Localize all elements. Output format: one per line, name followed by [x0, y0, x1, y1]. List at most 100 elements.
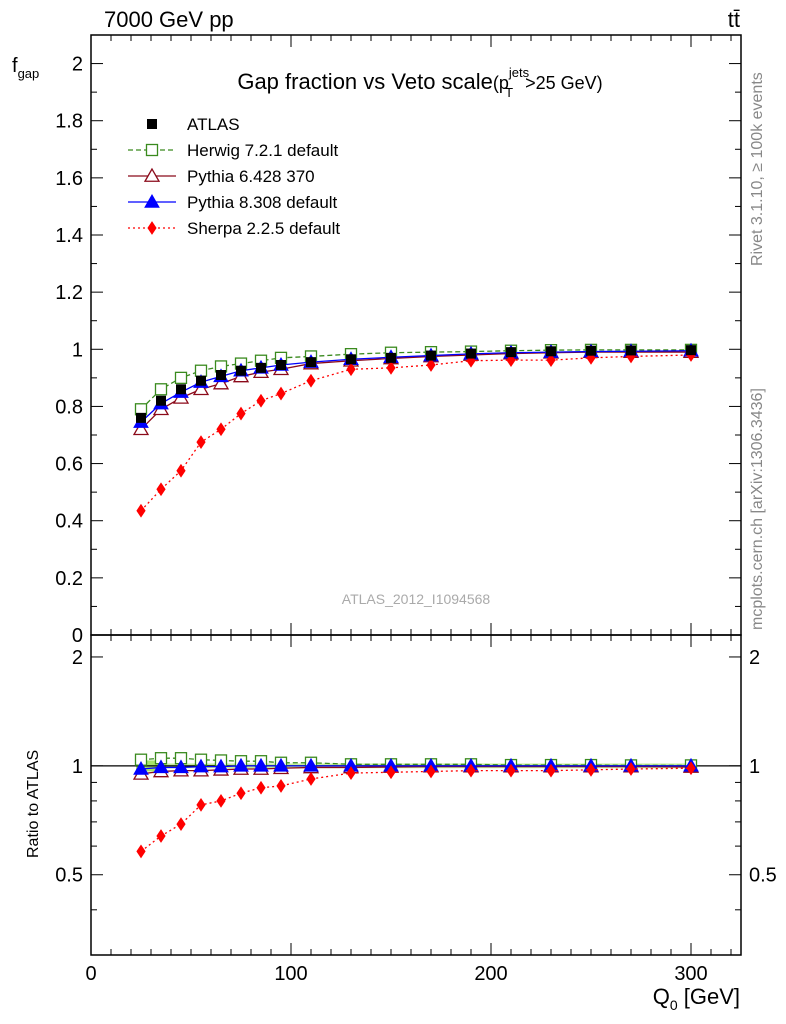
collision-label: 7000 GeV pp	[104, 7, 234, 32]
legend-marker-pythia8	[144, 193, 160, 208]
pythia8-ratio-point	[153, 759, 169, 774]
sherpa-main-point	[256, 393, 266, 408]
data-main-point	[586, 345, 596, 356]
legend-marker-herwig	[145, 143, 159, 157]
sherpa-ratio-point	[236, 786, 246, 801]
y-axis-label-main: fgap	[12, 55, 39, 81]
ratio-y-tick-label-right: 0.5	[749, 865, 777, 887]
sherpa-main-point	[546, 353, 556, 368]
y-tick-label: 0.8	[55, 396, 83, 418]
sherpa-main-line	[140, 354, 692, 512]
ratio-y-tick-label: 2	[72, 647, 83, 669]
atlas-error-band-main	[135, 347, 697, 351]
sherpa-ratio-point	[216, 794, 226, 808]
ratio-y-tick-label-right: 1	[749, 756, 760, 778]
data-main-point	[136, 412, 146, 423]
x-tick-label: 100	[274, 963, 307, 985]
sherpa-main-point	[276, 386, 286, 401]
y-tick-label: 1	[72, 339, 83, 361]
sherpa-ratio-point	[386, 765, 396, 780]
rivet-version-label: Rivet 3.1.10, ≥ 100k events	[749, 72, 766, 266]
x-tick-label: 200	[474, 963, 507, 985]
sherpa-ratio-point	[256, 780, 266, 795]
legend-marker-data	[147, 119, 157, 129]
data-main-point	[346, 354, 356, 365]
y-tick-label: 2	[72, 54, 83, 76]
sherpa-ratio-point	[196, 797, 206, 812]
y-tick-label: 1.8	[55, 111, 83, 133]
ratio-y-tick-label: 0.5	[55, 865, 83, 887]
legend-marker-pythia6	[143, 167, 161, 182]
sherpa-ratio-point	[276, 779, 286, 793]
data-main-point	[196, 375, 206, 386]
legend-label-data: ATLAS	[187, 115, 240, 134]
sherpa-ratio-point	[346, 766, 356, 780]
legend: ATLAS Herwig 7.2.1 default Pythia 6.428 37…	[128, 115, 340, 238]
sherpa-ratio-point	[546, 763, 556, 778]
data-main-point	[216, 370, 226, 380]
process-label: tt̄	[728, 7, 740, 32]
sherpa-ratio-point	[426, 764, 436, 779]
sherpa-main-point	[386, 360, 396, 375]
herwig-main-point	[174, 371, 188, 385]
x-tick-label: 300	[674, 963, 707, 985]
sherpa-ratio-line	[140, 767, 692, 852]
legend-label-sherpa: Sherpa 2.2.5 default	[187, 219, 340, 238]
data-main-point	[686, 345, 696, 356]
sherpa-main-point	[306, 373, 316, 388]
pythia8-ratio-point	[253, 757, 269, 772]
data-main-point	[236, 365, 246, 376]
analysis-watermark: ATLAS_2012_I1094568	[342, 591, 491, 607]
sherpa-ratio-point	[506, 763, 516, 778]
sherpa-ratio-point	[306, 772, 316, 786]
sherpa-ratio-point	[586, 762, 596, 777]
sherpa-main-point	[136, 503, 146, 518]
pythia8-ratio-point	[213, 758, 229, 773]
sherpa-main-point	[176, 463, 186, 478]
x-tick-label: 0	[85, 963, 96, 985]
herwig-main-line	[140, 349, 691, 410]
sherpa-main-point	[216, 422, 226, 437]
sherpa-ratio-point	[156, 829, 166, 843]
data-main-point	[426, 350, 436, 361]
sherpa-main-point	[196, 435, 206, 450]
y-tick-label: 1.4	[55, 225, 83, 247]
pythia8-ratio-point	[193, 758, 209, 773]
pythia6-main-point	[192, 380, 210, 396]
sherpa-main-point	[346, 362, 356, 377]
herwig-main-point	[154, 383, 168, 396]
data-main-point	[506, 347, 516, 358]
pythia6-main-point	[132, 420, 150, 436]
plot-title: Gap fraction vs Veto scale(pjets T >25 GeV…	[237, 65, 602, 100]
data-main-point	[256, 362, 266, 373]
y-tick-label: 0.4	[55, 511, 83, 533]
legend-label-pythia8: Pythia 8.308 default	[187, 193, 338, 212]
y-tick-label: 0.2	[55, 568, 83, 590]
y-tick-label: 1.6	[55, 168, 83, 190]
data-main-point	[176, 384, 186, 395]
data-main-point	[466, 348, 476, 359]
sherpa-ratio-point	[466, 763, 476, 778]
ratio-y-tick-label: 1	[72, 756, 83, 778]
data-main-point	[546, 346, 556, 357]
sherpa-ratio-point	[686, 761, 696, 776]
data-main-point	[276, 360, 286, 370]
sherpa-main-point	[236, 406, 246, 421]
sherpa-ratio-point	[626, 762, 636, 776]
pythia6-main-point	[212, 375, 230, 390]
y-tick-label: 0.6	[55, 454, 83, 476]
data-main-point	[386, 352, 396, 363]
x-axis-label: Q0 [GeV]	[653, 984, 740, 1013]
legend-marker-sherpa	[147, 221, 157, 235]
ratio-panel: 0 100 200 300 0.5 0.5 1 1 2 2	[55, 634, 777, 985]
data-main-point	[306, 357, 316, 368]
sherpa-ratio-point	[136, 844, 146, 859]
sherpa-ratio-point	[176, 817, 186, 832]
pythia8-ratio-point	[133, 761, 149, 775]
pythia8-ratio-point	[303, 757, 319, 772]
ratio-plot-frame	[90, 634, 742, 956]
main-panel: 0 0.2 0.4 0.6 0.8 1 1.2 1.4 1.6 1.8 2	[55, 34, 742, 647]
sherpa-main-point	[426, 358, 436, 372]
sherpa-main-point	[156, 482, 166, 497]
